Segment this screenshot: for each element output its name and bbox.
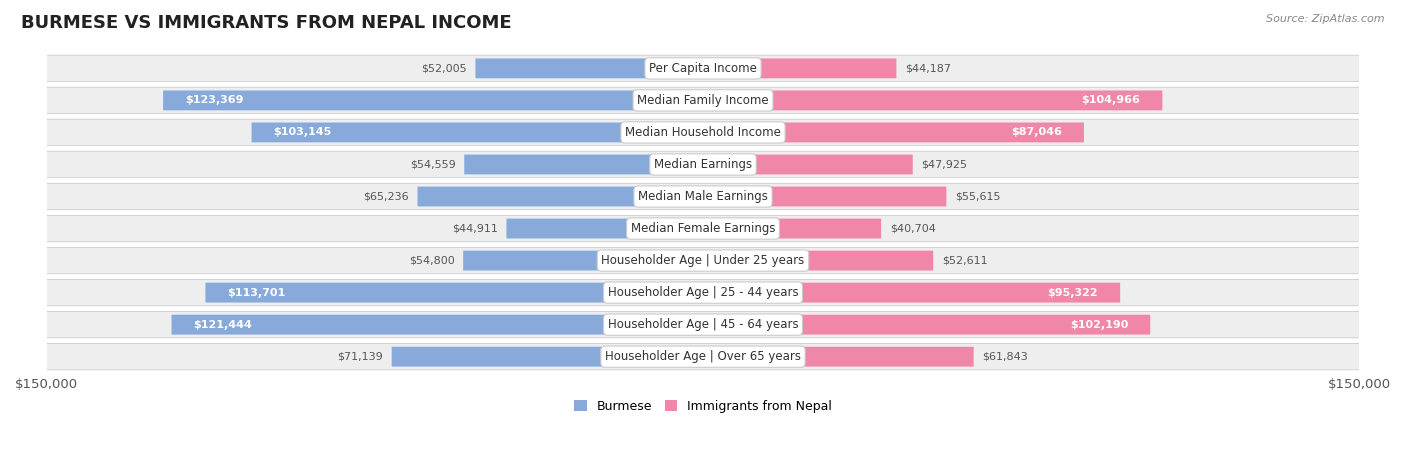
Text: Median Family Income: Median Family Income bbox=[637, 94, 769, 107]
Text: Median Male Earnings: Median Male Earnings bbox=[638, 190, 768, 203]
FancyBboxPatch shape bbox=[703, 283, 1121, 303]
FancyBboxPatch shape bbox=[703, 315, 1150, 334]
FancyBboxPatch shape bbox=[252, 122, 703, 142]
Text: $54,800: $54,800 bbox=[409, 255, 454, 266]
FancyBboxPatch shape bbox=[46, 55, 1360, 82]
FancyBboxPatch shape bbox=[703, 155, 912, 174]
Text: Median Household Income: Median Household Income bbox=[626, 126, 780, 139]
FancyBboxPatch shape bbox=[463, 251, 703, 270]
Text: $55,615: $55,615 bbox=[955, 191, 1001, 202]
FancyBboxPatch shape bbox=[46, 151, 1360, 177]
FancyBboxPatch shape bbox=[46, 344, 1360, 370]
Text: BURMESE VS IMMIGRANTS FROM NEPAL INCOME: BURMESE VS IMMIGRANTS FROM NEPAL INCOME bbox=[21, 14, 512, 32]
Text: $52,611: $52,611 bbox=[942, 255, 987, 266]
FancyBboxPatch shape bbox=[172, 315, 703, 334]
Text: $44,187: $44,187 bbox=[905, 64, 950, 73]
FancyBboxPatch shape bbox=[46, 184, 1360, 210]
Text: $87,046: $87,046 bbox=[1011, 127, 1062, 137]
Text: $44,911: $44,911 bbox=[451, 224, 498, 234]
FancyBboxPatch shape bbox=[703, 219, 882, 239]
FancyBboxPatch shape bbox=[703, 347, 973, 367]
Text: $103,145: $103,145 bbox=[274, 127, 332, 137]
Text: $104,966: $104,966 bbox=[1081, 95, 1140, 106]
Text: $113,701: $113,701 bbox=[228, 288, 285, 297]
Text: Householder Age | Under 25 years: Householder Age | Under 25 years bbox=[602, 254, 804, 267]
Text: $71,139: $71,139 bbox=[337, 352, 382, 361]
Legend: Burmese, Immigrants from Nepal: Burmese, Immigrants from Nepal bbox=[569, 395, 837, 417]
FancyBboxPatch shape bbox=[464, 155, 703, 174]
FancyBboxPatch shape bbox=[46, 248, 1360, 274]
FancyBboxPatch shape bbox=[506, 219, 703, 239]
Text: $121,444: $121,444 bbox=[194, 319, 252, 330]
Text: $65,236: $65,236 bbox=[363, 191, 409, 202]
Text: $47,925: $47,925 bbox=[921, 159, 967, 170]
FancyBboxPatch shape bbox=[46, 119, 1360, 146]
Text: Median Female Earnings: Median Female Earnings bbox=[631, 222, 775, 235]
FancyBboxPatch shape bbox=[205, 283, 703, 303]
FancyBboxPatch shape bbox=[163, 91, 703, 110]
FancyBboxPatch shape bbox=[703, 58, 897, 78]
Text: Median Earnings: Median Earnings bbox=[654, 158, 752, 171]
FancyBboxPatch shape bbox=[418, 187, 703, 206]
Text: $102,190: $102,190 bbox=[1070, 319, 1129, 330]
FancyBboxPatch shape bbox=[46, 87, 1360, 113]
Text: Householder Age | Over 65 years: Householder Age | Over 65 years bbox=[605, 350, 801, 363]
Text: Per Capita Income: Per Capita Income bbox=[650, 62, 756, 75]
Text: $95,322: $95,322 bbox=[1047, 288, 1098, 297]
FancyBboxPatch shape bbox=[703, 122, 1084, 142]
FancyBboxPatch shape bbox=[392, 347, 703, 367]
FancyBboxPatch shape bbox=[703, 251, 934, 270]
FancyBboxPatch shape bbox=[703, 187, 946, 206]
Text: $54,559: $54,559 bbox=[409, 159, 456, 170]
Text: $40,704: $40,704 bbox=[890, 224, 936, 234]
FancyBboxPatch shape bbox=[703, 91, 1163, 110]
Text: $61,843: $61,843 bbox=[983, 352, 1028, 361]
FancyBboxPatch shape bbox=[46, 311, 1360, 338]
Text: $123,369: $123,369 bbox=[186, 95, 243, 106]
Text: Householder Age | 45 - 64 years: Householder Age | 45 - 64 years bbox=[607, 318, 799, 331]
Text: $52,005: $52,005 bbox=[420, 64, 467, 73]
FancyBboxPatch shape bbox=[475, 58, 703, 78]
Text: Householder Age | 25 - 44 years: Householder Age | 25 - 44 years bbox=[607, 286, 799, 299]
FancyBboxPatch shape bbox=[46, 279, 1360, 306]
FancyBboxPatch shape bbox=[46, 215, 1360, 242]
Text: Source: ZipAtlas.com: Source: ZipAtlas.com bbox=[1267, 14, 1385, 24]
